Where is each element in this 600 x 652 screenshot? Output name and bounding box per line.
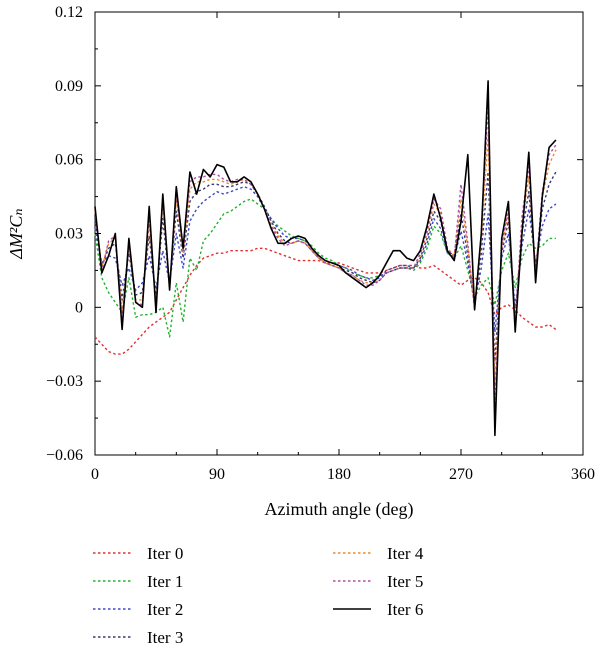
y-axis-title: ΔM²Cₙ (6, 208, 26, 259)
legend-label: Iter 4 (387, 544, 424, 563)
series-line-iter-3 (94, 171, 557, 363)
series-line-iter-0 (94, 247, 557, 355)
x-tick-label: 270 (449, 466, 473, 483)
x-axis-title: Azimuth angle (deg) (265, 499, 414, 520)
series-line-iter-2 (94, 185, 557, 333)
y-tick-label: 0.09 (55, 78, 83, 95)
series-line-iter-1 (94, 198, 556, 338)
legend-label: Iter 3 (147, 628, 183, 647)
y-tick-label: 0 (75, 299, 83, 316)
x-tick-label: 90 (209, 466, 225, 483)
y-tick-label: −0.03 (46, 373, 83, 390)
y-tick-label: 0.12 (55, 4, 83, 21)
legend-label: Iter 2 (147, 600, 183, 619)
y-tick-label: −0.06 (46, 447, 83, 464)
series-line-iter-6 (94, 80, 557, 437)
x-tick-label: 360 (571, 466, 595, 483)
plot-series (94, 80, 557, 437)
y-tick-label: 0.03 (55, 226, 83, 243)
y-ticks: −0.06 −0.03 0 0.03 0.06 0.09 0.12 (46, 4, 583, 464)
y-tick-label: 0.06 (55, 152, 83, 169)
legend-label: Iter 1 (147, 572, 183, 591)
x-tick-label: 0 (91, 466, 99, 483)
legend: Iter 0 Iter 1 Iter 2 Iter 3 Iter 4 Iter 5 Iter… (93, 544, 424, 647)
legend-label: Iter 5 (387, 572, 423, 591)
x-ticks: 0 90 180 270 360 (91, 12, 595, 483)
legend-label: Iter 0 (147, 544, 183, 563)
x-tick-label: 180 (327, 466, 351, 483)
legend-label: Iter 6 (387, 600, 423, 619)
